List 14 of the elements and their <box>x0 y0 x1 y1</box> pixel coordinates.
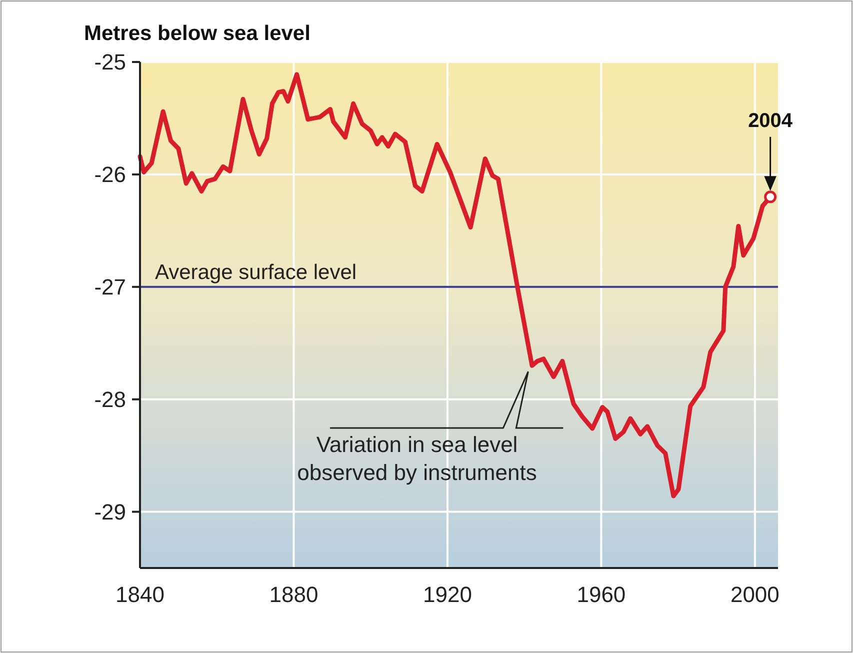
x-tick-label: 2000 <box>730 582 780 607</box>
y-tick-label: -26 <box>94 162 126 188</box>
x-tick-label: 1840 <box>116 582 164 607</box>
x-tick-label: 1960 <box>576 582 626 607</box>
y-tick-label: -29 <box>94 499 126 524</box>
y-tick-label: -28 <box>94 387 126 412</box>
y-axis-title: Metres below sea level <box>84 22 310 45</box>
x-tick-label: 1880 <box>269 582 318 607</box>
x-tick-label: 1920 <box>422 582 472 607</box>
annotation: 2004 <box>748 110 794 132</box>
ref-line-label: Average surface level <box>155 260 357 284</box>
y-tick-label: -25 <box>94 50 126 75</box>
annotation: Variation in sea level observed by instruments <box>297 432 537 485</box>
y-tick-label: -27 <box>94 274 126 300</box>
